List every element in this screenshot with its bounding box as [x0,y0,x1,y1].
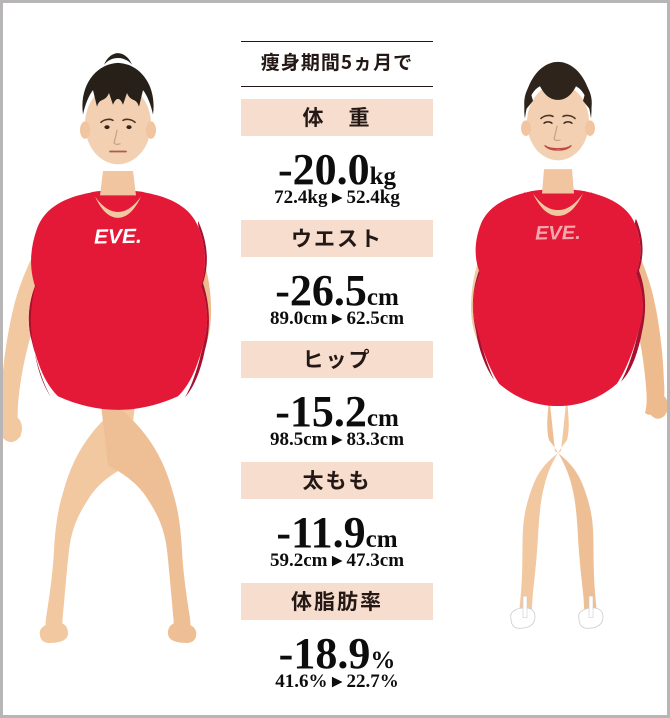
svg-text:EVE.: EVE. [94,225,142,249]
svg-text:EVE.: EVE. [535,222,581,244]
